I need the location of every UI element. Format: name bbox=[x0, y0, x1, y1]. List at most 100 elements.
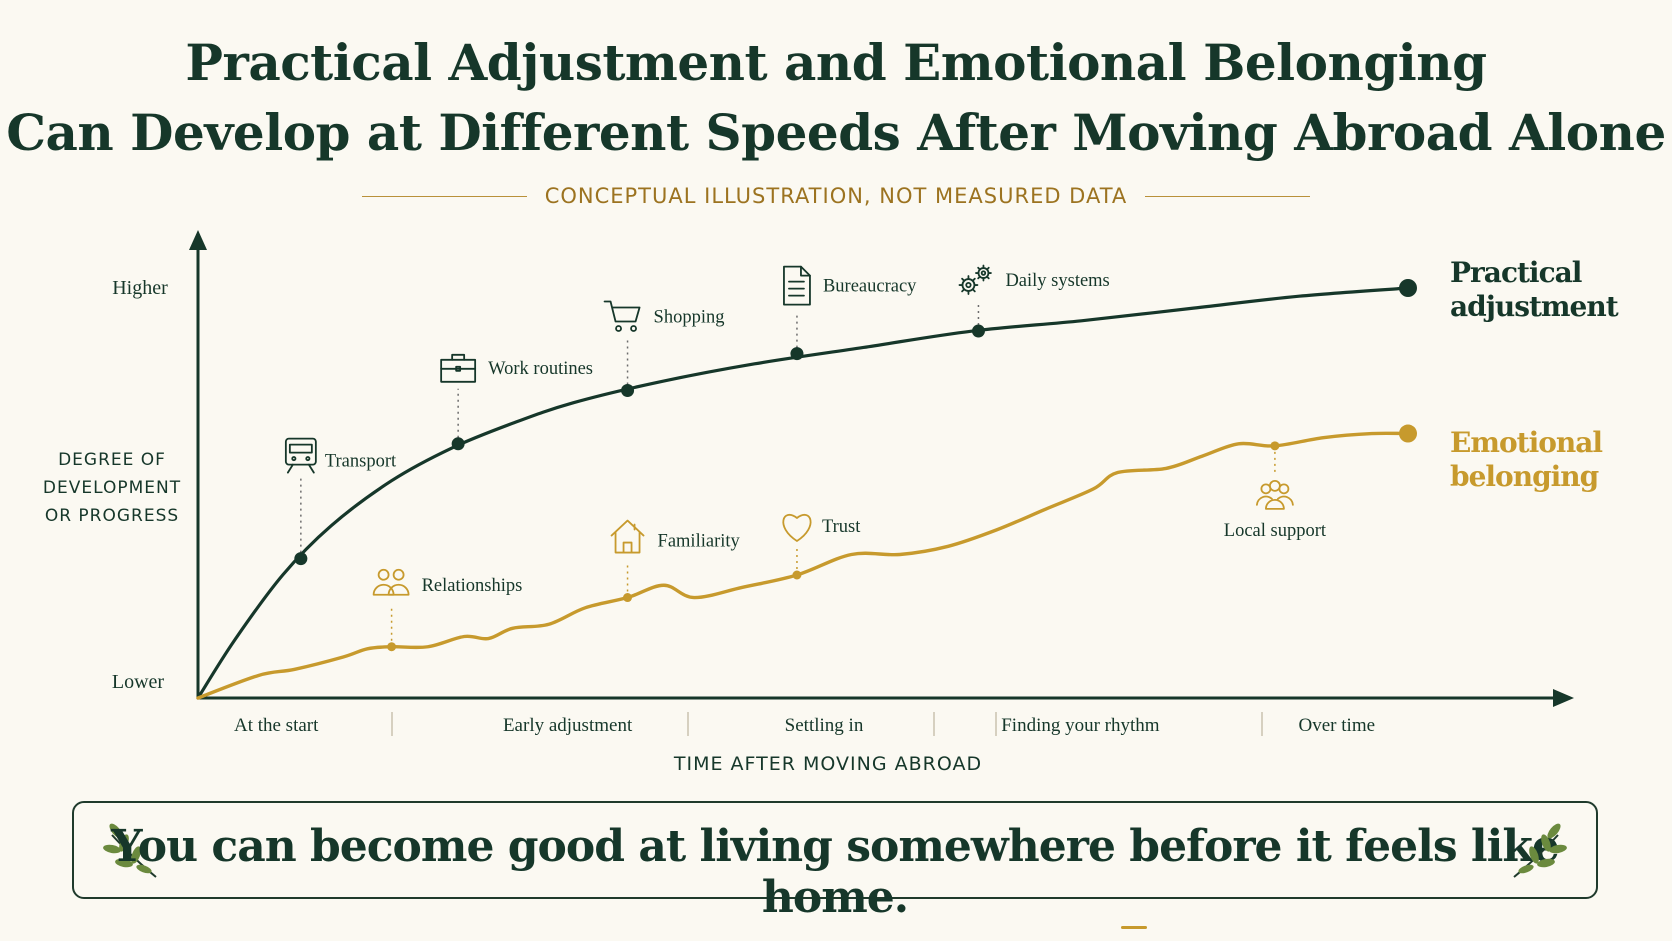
x-tick-label: Finding your rhythm bbox=[1001, 715, 1160, 736]
shopping-cart-icon bbox=[603, 300, 641, 332]
legend-label: belonging bbox=[1450, 460, 1599, 493]
data-point bbox=[792, 570, 802, 580]
series-line bbox=[196, 286, 1410, 700]
data-point bbox=[387, 642, 397, 652]
quote: You can become good at living somewhere … bbox=[74, 821, 1596, 923]
data-point bbox=[623, 593, 633, 603]
marker-label: Shopping bbox=[654, 308, 725, 328]
data-point bbox=[294, 552, 308, 566]
y-axis-arrow-icon bbox=[189, 230, 207, 250]
x-tick-label: At the start bbox=[234, 715, 319, 736]
marker-label: Familiarity bbox=[658, 532, 741, 552]
series-0: Transport Work routines Shopping Bureaucrac… bbox=[196, 256, 1620, 700]
quote-box: You can become good at living somewhere … bbox=[72, 801, 1598, 923]
laurel-sprig-right-icon bbox=[1513, 823, 1567, 878]
marker-label: Local support bbox=[1224, 521, 1327, 541]
icon-path bbox=[788, 280, 805, 297]
icon-circle bbox=[1278, 483, 1290, 495]
icon-circle bbox=[615, 325, 622, 332]
marker-label: Transport bbox=[325, 452, 397, 472]
data-point bbox=[451, 437, 465, 451]
series-line bbox=[196, 431, 1410, 700]
subtitle-rule-right bbox=[1145, 195, 1311, 197]
group-icon bbox=[1256, 479, 1294, 510]
data-point bbox=[971, 324, 985, 338]
icon-path bbox=[1277, 495, 1294, 506]
gears-icon bbox=[958, 264, 992, 295]
icon-path bbox=[622, 541, 633, 554]
marker-label: Bureaucracy bbox=[823, 277, 917, 297]
y-axis-label-line: DEGREE OF bbox=[58, 450, 166, 470]
legend-label: Practical bbox=[1450, 256, 1582, 289]
laurel-sprig-left-icon bbox=[103, 823, 157, 878]
icon-path bbox=[288, 443, 313, 454]
icon-path bbox=[610, 519, 645, 537]
icon-circle bbox=[1269, 479, 1281, 492]
icon-path bbox=[1265, 498, 1285, 510]
icon-circle bbox=[980, 270, 987, 276]
icon-path bbox=[387, 583, 410, 596]
icon-path bbox=[977, 275, 981, 280]
line-chart: Higher Lower DEGREE OF DEVELOPMENT OR PROGRE… bbox=[43, 230, 1620, 775]
icon-path bbox=[986, 275, 990, 280]
icon-circle bbox=[965, 281, 972, 289]
icon-path bbox=[977, 266, 981, 271]
icon-circle bbox=[377, 568, 390, 581]
icon-circle bbox=[305, 456, 311, 462]
icon-path bbox=[971, 288, 976, 293]
x-tick-label: Early adjustment bbox=[503, 715, 633, 736]
marker-label: Relationships bbox=[422, 576, 523, 596]
document-icon bbox=[783, 265, 811, 306]
icon-path bbox=[1256, 495, 1273, 506]
icon-path bbox=[284, 437, 317, 466]
people-icon bbox=[372, 568, 410, 596]
series-end-point bbox=[1399, 279, 1417, 297]
y-tick-lower: Lower bbox=[112, 671, 165, 693]
data-point bbox=[621, 384, 635, 397]
marker-label: Daily systems bbox=[1005, 271, 1109, 291]
heart-icon bbox=[782, 513, 812, 542]
y-axis-label-line: DEVELOPMENT bbox=[43, 478, 181, 498]
legend-label: Emotional bbox=[1450, 426, 1602, 459]
chart-title-line-2: Can Develop at Different Speeds After Mo… bbox=[6, 103, 1666, 162]
icon-path bbox=[961, 277, 966, 282]
house-icon bbox=[610, 519, 645, 554]
subtitle-row: CONCEPTUAL ILLUSTRATION, NOT MEASURED DA… bbox=[0, 184, 1672, 208]
y-tick-higher: Higher bbox=[112, 277, 168, 299]
marker-label: Work routines bbox=[488, 359, 593, 379]
subtitle: CONCEPTUAL ILLUSTRATION, NOT MEASURED DA… bbox=[544, 184, 1128, 208]
x-axis-arrow-icon bbox=[1553, 689, 1574, 707]
y-axis-label-line: OR PROGRESS bbox=[45, 506, 179, 526]
train-icon bbox=[284, 437, 317, 474]
x-axis-label: TIME AFTER MOVING ABROAD bbox=[673, 753, 982, 775]
chart-title-line-1: Practical Adjustment and Emotional Belon… bbox=[185, 33, 1487, 92]
icon-path bbox=[782, 513, 812, 542]
icon-path bbox=[451, 353, 466, 361]
icon-path bbox=[783, 265, 811, 306]
legend-label: adjustment bbox=[1450, 290, 1619, 323]
icon-path bbox=[800, 265, 811, 277]
icon-path bbox=[986, 266, 990, 271]
quote-part-1: You can become good at living somewhere bbox=[111, 821, 1130, 872]
quote-part-2: before it feels like home. bbox=[761, 821, 1560, 923]
data-point bbox=[790, 347, 804, 361]
icon-path bbox=[614, 531, 641, 554]
icon-circle bbox=[392, 568, 405, 581]
icon-circle bbox=[630, 325, 637, 332]
icon-path bbox=[603, 300, 641, 323]
data-point bbox=[1270, 441, 1280, 451]
x-tick-label: Over time bbox=[1299, 715, 1376, 736]
icon-path bbox=[372, 583, 395, 596]
x-tick-label: Settling in bbox=[785, 715, 864, 736]
icon-path bbox=[455, 365, 462, 372]
icon-circle bbox=[291, 456, 297, 462]
icon-path bbox=[971, 277, 976, 282]
briefcase-icon bbox=[440, 353, 477, 383]
marker-label: Trust bbox=[822, 517, 861, 537]
series-end-point bbox=[1399, 424, 1417, 443]
icon-path bbox=[286, 463, 315, 474]
subtitle-rule-left bbox=[361, 195, 527, 197]
series-1: Relationships Familiarity Trust Local suppo… bbox=[196, 424, 1603, 700]
icon-path bbox=[961, 288, 966, 293]
